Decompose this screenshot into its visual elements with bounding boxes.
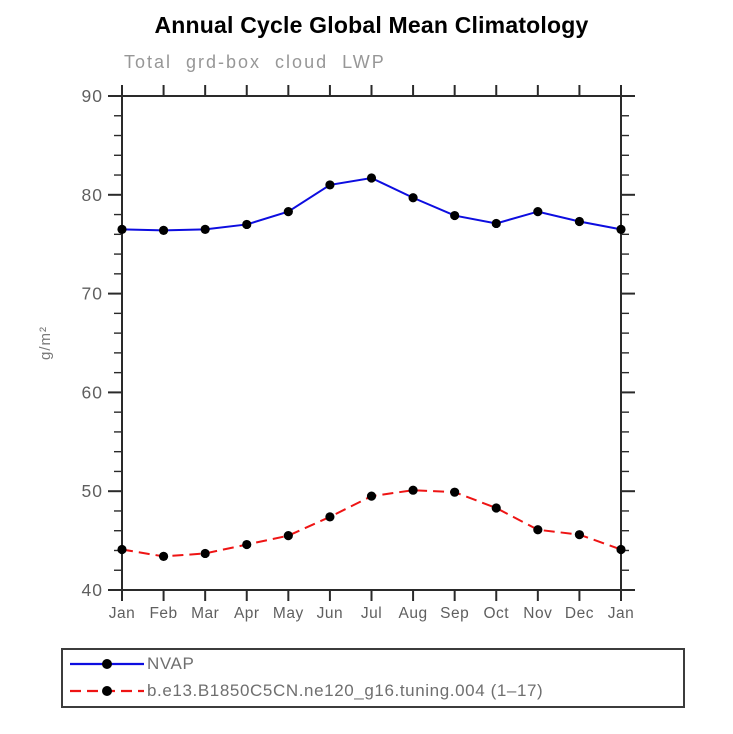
legend-item-nvap: NVAP — [63, 651, 683, 678]
data-point-marker-nvap — [450, 210, 460, 221]
data-point-marker-nvap — [283, 206, 293, 217]
legend: NVAP b.e13.B1850C5CN.ne120_g16.tuning.00… — [61, 648, 685, 708]
y-tick-label: 60 — [82, 382, 103, 402]
x-tick-label: Jul — [361, 605, 382, 622]
x-tick-label: Feb — [149, 605, 177, 622]
chart-subtitle: Total grd-box cloud LWP — [124, 52, 386, 72]
data-point-marker-model — [574, 530, 585, 540]
data-point-marker-model — [408, 485, 418, 495]
y-tick-label: 40 — [82, 580, 103, 600]
data-point-marker-nvap — [117, 224, 127, 234]
data-point-marker-model — [283, 531, 293, 541]
data-point-marker-nvap — [491, 218, 501, 229]
data-point-marker-model — [491, 503, 501, 513]
data-point-marker-nvap — [574, 216, 585, 227]
legend-label-nvap: NVAP — [147, 654, 195, 674]
data-point-marker-nvap — [158, 225, 169, 235]
y-axis-label: g/m² — [37, 326, 54, 360]
legend-line-sample-nvap — [70, 659, 144, 670]
x-tick-label: Nov — [523, 605, 552, 622]
data-point-marker-model — [616, 544, 626, 555]
data-point-marker-model — [325, 512, 335, 522]
x-tick-label: Apr — [234, 605, 260, 622]
x-tick-label: Jan — [608, 605, 635, 622]
chart-title: Annual Cycle Global Mean Climatology — [154, 12, 589, 38]
data-point-marker-model — [242, 539, 252, 550]
data-point-marker-nvap — [366, 173, 377, 183]
plot-frame — [121, 95, 622, 591]
x-tick-label: Aug — [399, 605, 428, 622]
x-tick-label: Jan — [109, 605, 136, 622]
data-point-marker-nvap — [616, 224, 626, 234]
y-tick-label: 50 — [82, 481, 103, 501]
data-point-marker-nvap — [200, 224, 210, 234]
data-point-marker-model — [366, 491, 377, 501]
x-tick-label: May — [273, 605, 304, 622]
data-point-marker-nvap — [325, 180, 335, 190]
data-point-marker-nvap — [408, 193, 418, 203]
y-tick-label: 80 — [82, 185, 103, 205]
y-tick-label: 90 — [82, 86, 103, 106]
legend-line-sample-model — [70, 685, 144, 696]
series-line-nvap — [121, 176, 622, 232]
data-point-marker-model — [533, 525, 543, 535]
data-point-marker-nvap — [242, 219, 252, 230]
data-point-marker-model — [200, 548, 210, 559]
x-tick-label: Sep — [440, 605, 469, 622]
data-point-marker-nvap — [533, 206, 543, 217]
x-tick-label: Mar — [191, 605, 219, 622]
legend-label-model: b.e13.B1850C5CN.ne120_g16.tuning.004 (1–… — [147, 680, 544, 700]
y-tick-label: 70 — [82, 284, 103, 304]
x-tick-label: Oct — [483, 605, 509, 622]
data-point-marker-model — [450, 487, 460, 497]
legend-marker-dot — [102, 659, 112, 670]
x-tick-label: Jun — [317, 605, 344, 622]
data-point-marker-model — [117, 544, 127, 555]
data-point-marker-model — [158, 551, 169, 562]
x-tick-label: Dec — [565, 605, 594, 622]
legend-item-model: b.e13.B1850C5CN.ne120_g16.tuning.004 (1–… — [63, 678, 683, 705]
legend-marker-dot — [102, 685, 112, 696]
